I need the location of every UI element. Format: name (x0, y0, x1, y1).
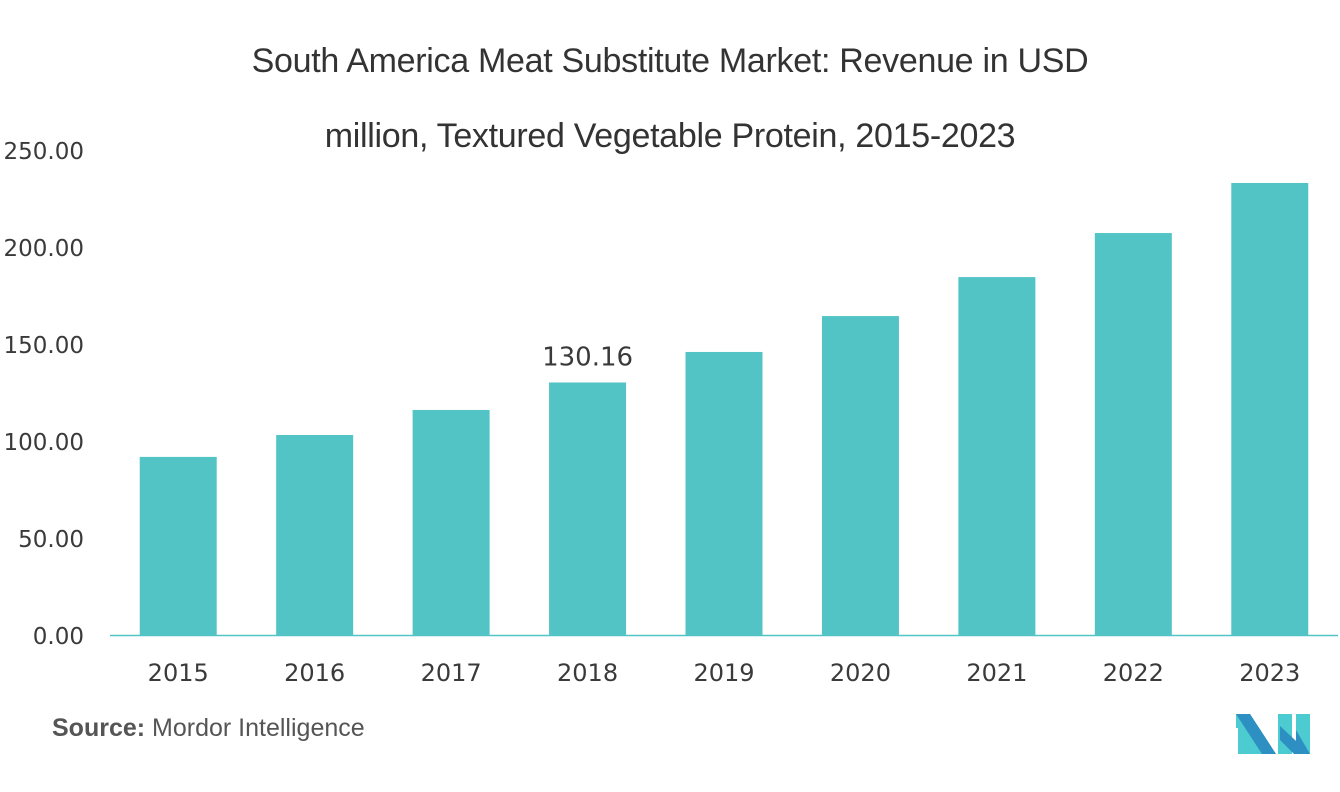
logo-shape-7 (1296, 730, 1310, 754)
bar-2023 (1231, 182, 1309, 636)
data-labels: 130.16 (542, 342, 633, 372)
bar-2016 (276, 434, 354, 635)
y-tick-label: 200.00 (4, 236, 84, 262)
data-label-2018: 130.16 (542, 342, 633, 372)
x-axis: 2015 2016 2017 2018 2019 2020 2021 2022 2023 (148, 659, 1301, 687)
bar-2015 (139, 456, 217, 635)
x-tick-label: 2021 (966, 659, 1027, 687)
y-axis: 0.00 50.00 100.00 150.00 200.00 250.00 (4, 139, 84, 650)
x-tick-label: 2023 (1239, 659, 1300, 687)
bar-2022 (1094, 233, 1172, 636)
y-tick-label: 50.00 (18, 527, 84, 553)
x-tick-label: 2022 (1103, 659, 1164, 687)
mordor-intelligence-logo-icon (1236, 714, 1310, 754)
bars (139, 182, 1309, 636)
x-tick-label: 2015 (148, 659, 209, 687)
logo-gap (1236, 728, 1238, 754)
source-label: Source: (52, 714, 146, 742)
bar-2017 (412, 409, 490, 635)
y-tick-label: 150.00 (4, 333, 84, 359)
x-tick-label: 2016 (284, 659, 345, 687)
y-tick-label: 0.00 (33, 624, 84, 650)
bar-2020 (821, 316, 899, 635)
x-tick-label: 2018 (557, 659, 618, 687)
x-tick-label: 2017 (421, 659, 482, 687)
x-tick-label: 2019 (693, 659, 754, 687)
source-value: Mordor Intelligence (152, 714, 365, 742)
x-tick-label: 2020 (830, 659, 891, 687)
y-tick-label: 250.00 (4, 139, 84, 165)
chart-title-line-2: million, Textured Vegetable Protein, 201… (324, 117, 1016, 155)
chart-title-line-1: South America Meat Substitute Market: Re… (251, 42, 1089, 80)
logo-shape-2 (1236, 714, 1276, 754)
bar-2019 (685, 351, 763, 635)
bar-2021 (958, 277, 1036, 635)
bar-2018 (549, 382, 627, 635)
source-note: Source: Mordor Intelligence (52, 714, 365, 743)
y-tick-label: 100.00 (4, 430, 84, 456)
